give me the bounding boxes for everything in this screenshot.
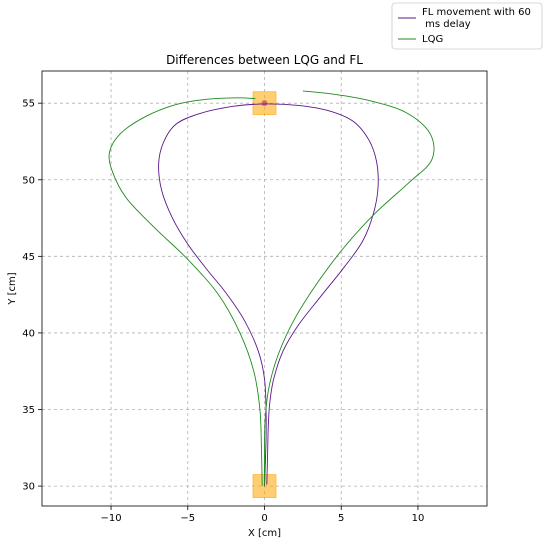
y-axis-label: Y [cm]	[7, 272, 18, 305]
y-tick-label: 50	[22, 175, 35, 186]
legend-label: FL movement with 60 ms delay	[422, 7, 531, 30]
legend-frame	[391, 2, 543, 50]
x-axis-label: X [cm]	[248, 528, 281, 539]
y-tick-label: 45	[22, 252, 35, 263]
x-tick-label: 5	[338, 513, 344, 524]
x-tick-label: −10	[100, 513, 121, 524]
x-ticks: −10 −5 0 5 10	[100, 506, 424, 524]
y-ticks: 30 35 40 45 50 55	[22, 99, 42, 493]
legend-entries: FL movement with 60 ms delay LQG	[398, 7, 531, 45]
y-tick-label: 35	[22, 405, 35, 416]
series-lines	[108, 90, 435, 487]
y-tick-label: 55	[22, 99, 35, 110]
legend-label-line: FL movement with 60	[422, 7, 531, 18]
x-tick-label: 10	[412, 513, 425, 524]
chart-title: Differences between LQG and FL	[166, 53, 363, 67]
y-tick-label: 40	[22, 328, 35, 339]
x-tick-label: 0	[261, 513, 267, 524]
legend: FL movement with 60 ms delay LQG	[391, 2, 543, 50]
target-dot	[261, 100, 268, 107]
legend-label: LQG	[422, 34, 443, 45]
legend-label-line: ms delay	[422, 19, 471, 30]
x-tick-label: −5	[180, 513, 195, 524]
series-line-1	[263, 90, 435, 487]
y-tick-label: 30	[22, 482, 35, 493]
legend-label-line: LQG	[422, 34, 443, 45]
series-line-2	[108, 97, 263, 487]
series-line-0	[158, 103, 379, 487]
